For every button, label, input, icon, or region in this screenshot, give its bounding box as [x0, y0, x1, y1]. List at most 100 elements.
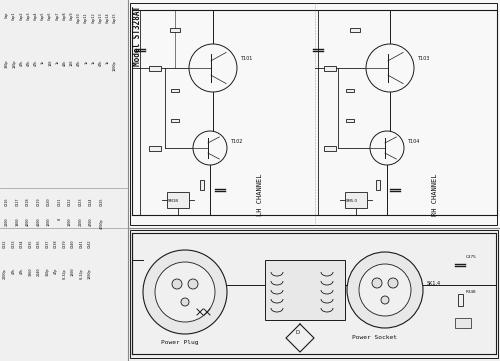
- Text: SK1.4: SK1.4: [427, 281, 441, 286]
- Bar: [149, 65, 161, 70]
- Text: C339: C339: [62, 240, 66, 248]
- Bar: [128, 0, 500, 228]
- Text: C335: C335: [28, 240, 32, 248]
- Bar: [458, 294, 462, 306]
- Bar: [170, 28, 180, 32]
- Text: 0.32p: 0.32p: [80, 268, 84, 279]
- Bar: [167, 192, 189, 208]
- Text: Cap12: Cap12: [92, 12, 96, 23]
- Text: 1000: 1000: [71, 268, 75, 277]
- Text: 4200: 4200: [26, 218, 30, 226]
- Text: RH CHANNEL: RH CHANNEL: [432, 174, 438, 216]
- Text: T103: T103: [417, 56, 430, 61]
- Text: C332: C332: [3, 240, 7, 248]
- Text: C334: C334: [20, 240, 24, 248]
- Text: C341: C341: [80, 240, 84, 248]
- Text: C342: C342: [88, 240, 92, 248]
- Text: 2100: 2100: [78, 218, 82, 226]
- Text: 310p: 310p: [46, 268, 50, 277]
- Circle shape: [181, 298, 189, 306]
- Text: 47k: 47k: [98, 60, 102, 66]
- Text: LH CHANNEL: LH CHANNEL: [257, 174, 263, 216]
- Text: C325: C325: [100, 198, 103, 206]
- Text: C375: C375: [466, 255, 477, 259]
- Text: Power Plug: Power Plug: [161, 340, 199, 345]
- Text: 1k: 1k: [84, 60, 88, 64]
- Circle shape: [388, 278, 398, 288]
- Text: C333: C333: [12, 240, 16, 248]
- Text: Cap6: Cap6: [48, 12, 52, 21]
- Text: 2140: 2140: [37, 268, 41, 277]
- Text: Cap10: Cap10: [77, 12, 81, 23]
- Text: C323: C323: [78, 198, 82, 206]
- Bar: [130, 230, 498, 358]
- Text: C319: C319: [36, 198, 40, 206]
- Circle shape: [188, 279, 198, 289]
- Text: Cap9: Cap9: [70, 12, 74, 21]
- Text: 2100p: 2100p: [3, 268, 7, 279]
- Text: 100: 100: [48, 60, 52, 66]
- Bar: [265, 260, 345, 320]
- Circle shape: [366, 44, 414, 92]
- Text: 4700: 4700: [89, 218, 93, 226]
- Text: Model ST328AT: Model ST328AT: [133, 6, 142, 66]
- Text: 47k: 47k: [20, 268, 24, 274]
- Circle shape: [193, 131, 227, 165]
- Text: 8: 8: [58, 218, 62, 220]
- Text: 1000: 1000: [47, 218, 51, 226]
- Text: 1000p: 1000p: [88, 268, 92, 279]
- Text: 100: 100: [70, 60, 74, 66]
- Text: 47k: 47k: [34, 60, 38, 66]
- Circle shape: [370, 131, 404, 165]
- Text: Power Socket: Power Socket: [352, 335, 398, 340]
- Text: Cap11: Cap11: [84, 12, 88, 23]
- Text: C336: C336: [37, 240, 41, 248]
- Bar: [455, 318, 471, 328]
- Text: SM5.0: SM5.0: [346, 199, 358, 203]
- Bar: [171, 88, 179, 91]
- Bar: [324, 65, 336, 70]
- Text: 1k: 1k: [92, 60, 96, 64]
- Text: 4700p: 4700p: [100, 218, 103, 229]
- Text: C317: C317: [16, 198, 20, 206]
- Text: 40k: 40k: [62, 60, 66, 66]
- Text: 0.32p: 0.32p: [62, 268, 66, 279]
- Circle shape: [347, 252, 423, 328]
- Text: C318: C318: [26, 198, 30, 206]
- Text: Cap14: Cap14: [106, 12, 110, 23]
- Text: 47k: 47k: [26, 60, 30, 66]
- Text: C320: C320: [47, 198, 51, 206]
- Bar: [200, 180, 204, 190]
- Text: 1k: 1k: [56, 60, 60, 64]
- Text: Cap13: Cap13: [98, 12, 102, 23]
- Circle shape: [381, 296, 389, 304]
- Bar: [350, 28, 360, 32]
- Circle shape: [372, 278, 382, 288]
- Text: 47k: 47k: [20, 60, 24, 66]
- Text: Cap5: Cap5: [41, 12, 45, 21]
- Text: 1000: 1000: [68, 218, 72, 226]
- Bar: [346, 88, 354, 91]
- Bar: [345, 192, 367, 208]
- Text: 47p: 47p: [54, 268, 58, 274]
- Text: 47k: 47k: [12, 268, 16, 274]
- Text: 4100: 4100: [36, 218, 40, 226]
- Text: R348: R348: [466, 290, 476, 294]
- Circle shape: [359, 264, 411, 316]
- Bar: [346, 118, 354, 122]
- Text: 1900: 1900: [16, 218, 20, 226]
- Text: D: D: [296, 330, 300, 335]
- Bar: [376, 180, 380, 190]
- Text: T104: T104: [407, 139, 420, 144]
- Text: Cap2: Cap2: [20, 12, 24, 21]
- Text: 1000p: 1000p: [113, 60, 117, 71]
- Bar: [324, 145, 336, 151]
- Text: Cap3: Cap3: [26, 12, 30, 21]
- Bar: [149, 145, 161, 151]
- Text: C321: C321: [58, 198, 62, 206]
- Text: 330p: 330p: [5, 60, 9, 69]
- Text: 3060: 3060: [28, 268, 32, 277]
- Text: 2100: 2100: [5, 218, 9, 226]
- Bar: [130, 3, 497, 225]
- Text: Cap4: Cap4: [34, 12, 38, 21]
